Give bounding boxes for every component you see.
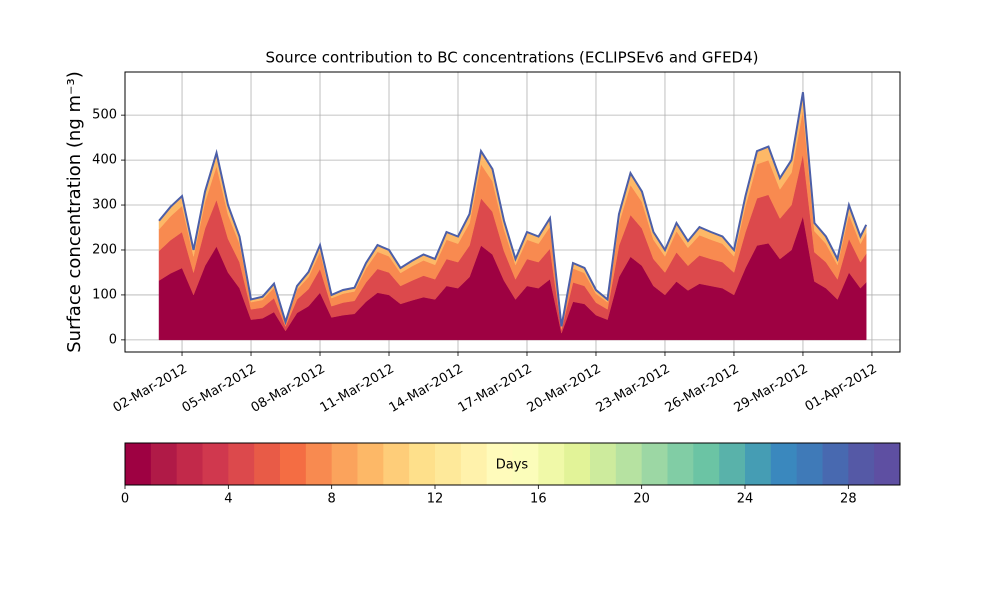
colorbar-swatch xyxy=(564,443,591,485)
colorbar-label: Days xyxy=(496,458,529,473)
colorbar-swatch xyxy=(512,443,539,485)
colorbar-swatch xyxy=(719,443,746,485)
x-tick-label: 23-Mar-2012 xyxy=(594,362,673,416)
x-tick-label: 05-Mar-2012 xyxy=(180,362,259,416)
x-tick-label: 17-Mar-2012 xyxy=(456,362,535,416)
x-tick-label: 08-Mar-2012 xyxy=(249,362,328,416)
colorbar-swatch xyxy=(202,443,229,485)
y-tick-label: 400 xyxy=(92,153,117,168)
x-tick-label: 26-Mar-2012 xyxy=(663,362,742,416)
y-tick-label: 300 xyxy=(92,198,117,213)
colorbar-swatch xyxy=(357,443,384,485)
colorbar-frame xyxy=(124,442,901,486)
colorbar-tick-label: 8 xyxy=(328,492,336,507)
y-tick-label: 100 xyxy=(92,287,117,302)
colorbar-swatch xyxy=(228,443,255,485)
colorbar-tick-label: 16 xyxy=(530,492,547,507)
y-tick-label: 500 xyxy=(92,108,117,123)
plot-frame xyxy=(124,71,901,353)
colorbar-swatch xyxy=(409,443,436,485)
colorbar-swatch xyxy=(331,443,358,485)
colorbar-swatch xyxy=(667,443,694,485)
colorbar-swatch xyxy=(305,443,333,485)
colorbar-swatch xyxy=(460,443,488,485)
colorbar-tick-label: 28 xyxy=(840,492,857,507)
x-tick-label: 14-Mar-2012 xyxy=(387,362,466,416)
colorbar-swatch xyxy=(486,443,513,485)
colorbar-swatch xyxy=(822,443,849,485)
colorbar-swatch xyxy=(848,443,875,485)
x-tick-label: 02-Mar-2012 xyxy=(111,362,190,416)
colorbar-swatch xyxy=(796,443,823,485)
area-edge xyxy=(158,92,868,327)
colorbar-swatch xyxy=(641,443,668,485)
colorbar-swatch xyxy=(383,443,410,485)
y-tick-label: 0 xyxy=(109,332,117,347)
colorbar-swatch xyxy=(125,443,152,485)
colorbar-swatch xyxy=(615,443,643,485)
colorbar-swatch xyxy=(745,443,772,485)
x-tick-label: 01-Apr-2012 xyxy=(803,362,880,415)
colorbar-tick-label: 0 xyxy=(121,492,129,507)
x-tick-label: 11-Mar-2012 xyxy=(318,362,397,416)
x-tick-label: 20-Mar-2012 xyxy=(525,362,604,416)
colorbar-tick-label: 4 xyxy=(224,492,232,507)
colorbar-tick-label: 24 xyxy=(737,492,754,507)
colorbar xyxy=(125,443,901,485)
colorbar-swatch xyxy=(693,443,720,485)
colorbar-swatch xyxy=(435,443,462,485)
x-tick-label: 29-Mar-2012 xyxy=(732,362,811,416)
y-axis-label: Surface concentration (ng m⁻³) xyxy=(64,71,85,353)
colorbar-swatch xyxy=(254,443,281,485)
colorbar-tick-label: 12 xyxy=(427,492,444,507)
colorbar-swatch xyxy=(176,443,203,485)
colorbar-tick-label: 20 xyxy=(633,492,650,507)
chart-title: Source contribution to BC concentrations… xyxy=(265,49,758,67)
colorbar-swatch xyxy=(538,443,565,485)
colorbar-swatch xyxy=(770,443,798,485)
y-tick-label: 200 xyxy=(92,242,117,257)
colorbar-swatch xyxy=(150,443,178,485)
colorbar-swatch xyxy=(874,443,901,485)
plot-area xyxy=(125,72,900,352)
colorbar-swatch xyxy=(280,443,307,485)
colorbar-swatch xyxy=(590,443,617,485)
